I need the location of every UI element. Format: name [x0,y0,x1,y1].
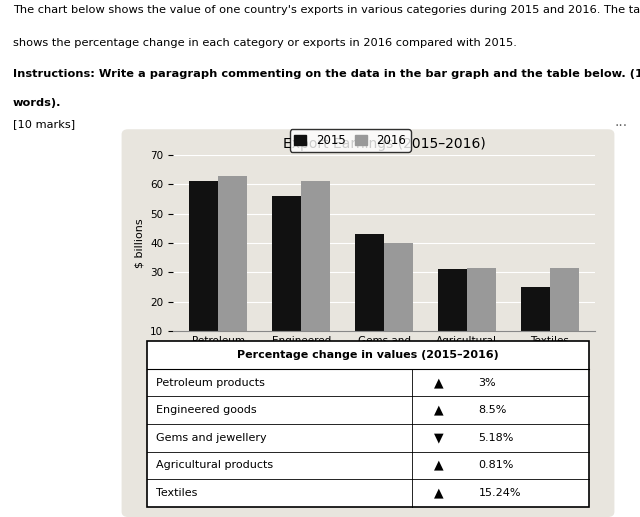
Bar [272,196,301,360]
Text: Instructions: Write a paragraph commenting on the data in the bar graph and the : Instructions: Write a paragraph commenti… [13,69,640,80]
Text: 5.18%: 5.18% [479,433,514,443]
Bar [218,176,247,360]
Text: Percentage change in values (2015–2016): Percentage change in values (2015–2016) [237,350,499,360]
Bar [550,268,579,360]
Text: The chart below shows the value of one country's exports in various categories d: The chart below shows the value of one c… [13,5,640,15]
Text: [10 marks]: [10 marks] [13,119,75,129]
Text: ▲: ▲ [434,376,444,389]
Text: 3%: 3% [479,377,496,388]
Text: Agricultural products: Agricultural products [156,460,273,470]
Text: 0.81%: 0.81% [479,460,514,470]
Text: shows the percentage change in each category or exports in 2016 compared with 20: shows the percentage change in each cate… [13,38,516,49]
Text: Textiles: Textiles [156,488,197,498]
Bar [438,269,467,360]
Bar [301,181,330,360]
Text: ...: ... [614,115,627,129]
Bar [384,243,413,360]
Text: Gems and jewellery: Gems and jewellery [156,433,267,443]
Text: ▲: ▲ [434,459,444,472]
Title: Export Earnings (2015–2016): Export Earnings (2015–2016) [283,137,485,151]
Bar [521,287,550,360]
Bar [147,341,589,507]
Text: Engineered goods: Engineered goods [156,405,257,415]
Y-axis label: $ billions: $ billions [134,218,145,268]
Bar [467,268,496,360]
Text: ▲: ▲ [434,486,444,499]
Text: ▲: ▲ [434,404,444,417]
Text: ▼: ▼ [434,431,444,444]
Text: words).: words). [13,98,61,108]
Legend: 2015, 2016: 2015, 2016 [290,129,411,152]
Bar [189,181,218,360]
Text: Petroleum products: Petroleum products [156,377,265,388]
Bar [355,234,384,360]
FancyBboxPatch shape [122,129,614,517]
Text: 15.24%: 15.24% [479,488,521,498]
Text: 8.5%: 8.5% [479,405,507,415]
X-axis label: Product Category: Product Category [326,361,442,374]
